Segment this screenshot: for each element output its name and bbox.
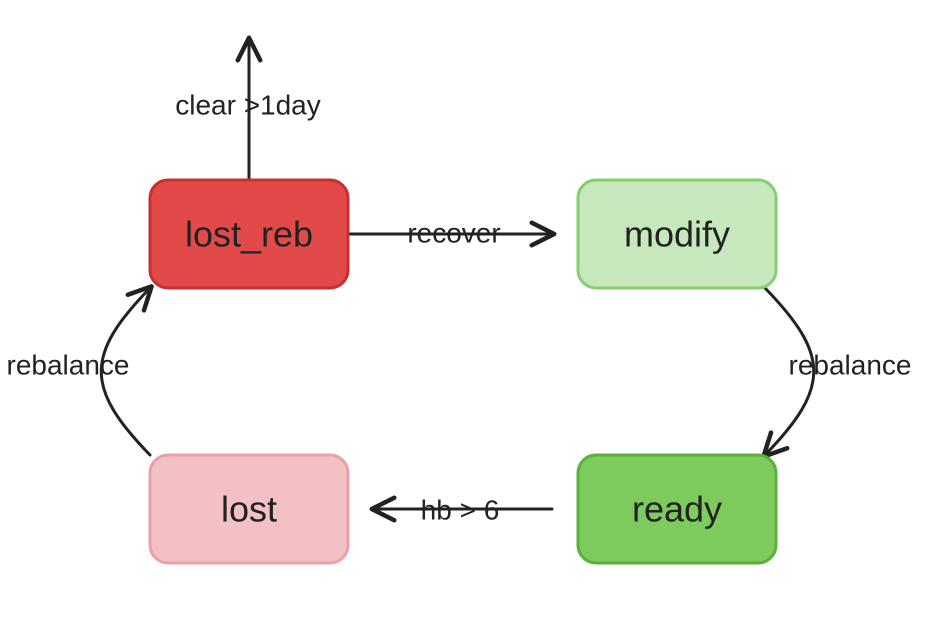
node-modify: modify	[578, 180, 776, 288]
node-modify-label: modify	[624, 214, 730, 255]
edge-hb-label: hb > 6	[421, 495, 500, 526]
node-lost-reb-label: lost_reb	[185, 214, 313, 255]
edge-recover: recover	[348, 218, 552, 249]
edge-rebalance-right-label: rebalance	[789, 350, 912, 381]
state-diagram: clear >1day recover rebalance hb > 6 reb…	[0, 0, 952, 626]
edge-rebalance-left: rebalance	[7, 288, 150, 455]
node-ready-label: ready	[632, 489, 722, 530]
edge-rebalance-right: rebalance	[765, 288, 911, 455]
edge-clear: clear >1day	[175, 40, 321, 180]
node-lost: lost	[150, 455, 348, 563]
edge-clear-label: clear >1day	[175, 90, 321, 121]
edge-hb: hb > 6	[374, 495, 552, 526]
node-ready: ready	[578, 455, 776, 563]
node-lost-reb: lost_reb	[150, 180, 348, 288]
edge-recover-label: recover	[407, 218, 500, 249]
edge-rebalance-left-label: rebalance	[7, 350, 130, 381]
node-lost-label: lost	[221, 489, 277, 530]
